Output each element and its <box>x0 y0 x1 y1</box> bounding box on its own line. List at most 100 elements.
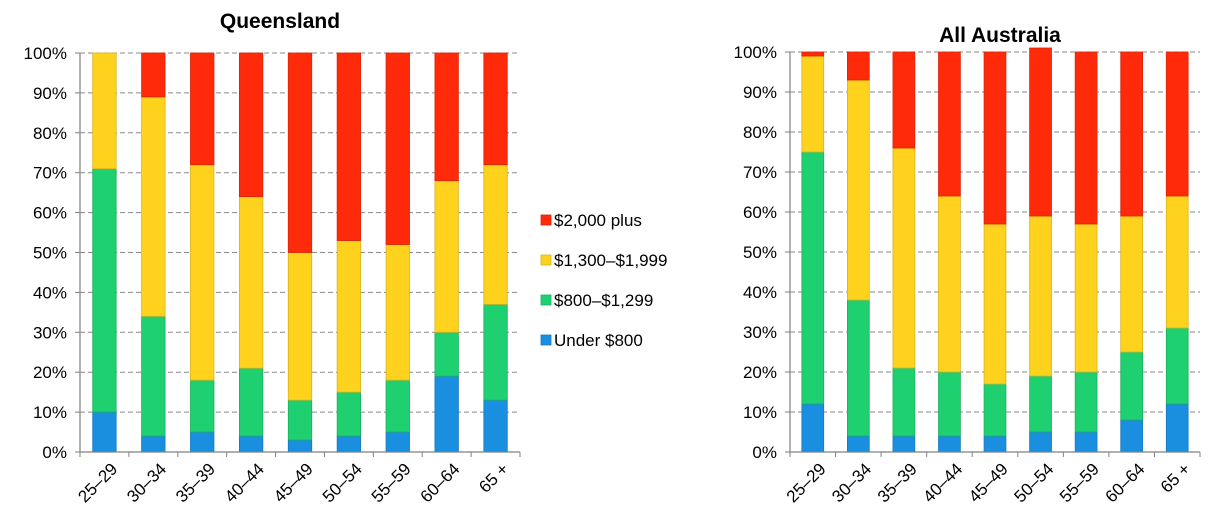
bar-2-000-plus-50-54 <box>336 52 362 241</box>
bar-under-800-25-29 <box>92 411 117 453</box>
y-tick-label: 0% <box>42 443 67 462</box>
bar-under-800-60-64 <box>434 375 459 453</box>
legend-label-800-1-299: $800–$1,299 <box>554 291 653 310</box>
y-tick-label: 30% <box>743 323 777 342</box>
bar-1-300-1-999-60-64 <box>434 180 459 333</box>
y-tick-label: 0% <box>752 443 777 462</box>
all-australia-chart: All Australia 0% 10% 20% 30% 40% 50% 60% 70% 80% 9… <box>734 24 1201 506</box>
legend-swatch-800-1-299 <box>540 294 552 306</box>
bar-under-800-35-39 <box>892 435 916 453</box>
bar-1-300-1-999-30-34 <box>847 79 870 301</box>
x-tick-label: 50–54 <box>1011 459 1058 506</box>
bar-1-300-1-999-50-54 <box>336 240 362 393</box>
legend-swatch-1-300-1-999 <box>540 254 552 266</box>
x-tick-label: 25–29 <box>783 459 830 506</box>
bar-2-000-plus-35-39 <box>190 52 215 166</box>
x-tick-label: 40–44 <box>221 459 268 506</box>
bar-2-000-plus-65 <box>1165 51 1189 197</box>
x-tick-label: 30–34 <box>828 459 875 506</box>
y-tick-label: 40% <box>33 283 67 302</box>
bar-800-1-299-35-39 <box>190 379 215 433</box>
queensland-chart: Queensland 0% 10% 20% 30% 40% 50% 60% 70% 80% 90% 1… <box>24 10 521 506</box>
bar-1-300-1-999-60-64 <box>1120 215 1143 353</box>
bar-2-000-plus-40-44 <box>238 52 264 198</box>
x-tick-label: 40–44 <box>919 459 966 506</box>
bar-1-300-1-999-45-49 <box>287 252 313 401</box>
bar-800-1-299-60-64 <box>1120 351 1143 421</box>
legend: $2,000 plus $1,300–$1,999 $800–$1,299 Under… <box>540 211 667 350</box>
bar-800-1-299-30-34 <box>141 315 166 437</box>
y-tick-label: 80% <box>33 124 67 143</box>
legend-label-1-300-1-999: $1,300–$1,999 <box>554 251 667 270</box>
y-tick-label: 60% <box>33 204 67 223</box>
bar-under-800-65 <box>1165 403 1189 453</box>
bar-800-1-299-55-59 <box>1074 371 1098 433</box>
bar-2-000-plus-45-49 <box>287 52 313 253</box>
bar-1-300-1-999-55-59 <box>1074 223 1098 373</box>
x-tick-label: 35–39 <box>172 459 219 506</box>
bar-800-1-299-25-29 <box>92 168 117 413</box>
bar-2-000-plus-45-49 <box>983 51 1007 225</box>
chart-title: All Australia <box>939 24 1061 47</box>
bar-under-800-50-54 <box>1029 431 1052 453</box>
y-tick-label: 50% <box>743 243 777 262</box>
bar-800-1-299-60-64 <box>434 331 459 377</box>
bar-under-800-45-49 <box>983 435 1007 453</box>
bar-1-300-1-999-45-49 <box>983 223 1007 385</box>
bar-under-800-40-44 <box>238 435 264 453</box>
bar-1-300-1-999-50-54 <box>1029 215 1052 377</box>
bar-800-1-299-40-44 <box>238 367 264 437</box>
bar-1-300-1-999-55-59 <box>385 244 410 381</box>
y-tick-label: 10% <box>743 403 777 422</box>
x-tick-label: 65 + <box>1157 459 1194 496</box>
bar-under-800-65 <box>483 399 508 453</box>
bar-2-000-plus-50-54 <box>1029 47 1052 217</box>
y-tick-label: 70% <box>33 164 67 183</box>
y-tick-label: 80% <box>743 123 777 142</box>
bar-under-800-50-54 <box>336 435 362 453</box>
x-tick-label: 65 + <box>475 459 512 496</box>
bar-under-800-60-64 <box>1120 419 1143 453</box>
y-tick-label: 10% <box>33 403 67 422</box>
y-tick-label: 30% <box>33 323 67 342</box>
legend-label-under-800: Under $800 <box>554 331 643 350</box>
y-tick-label: 90% <box>33 84 67 103</box>
bar-2-000-plus-40-44 <box>938 51 961 197</box>
bar-1-300-1-999-65 <box>1165 195 1189 329</box>
y-tick-label: 100% <box>24 44 67 63</box>
x-tick-label: 30–34 <box>123 459 170 506</box>
y-tick-label: 50% <box>33 244 67 263</box>
x-tick-label: 35–39 <box>874 459 921 506</box>
y-tick-label: 60% <box>743 203 777 222</box>
x-tick-label: 45–49 <box>270 459 317 506</box>
y-tick-label: 100% <box>734 43 777 62</box>
bar-2-000-plus-60-64 <box>1120 51 1143 217</box>
legend-swatch-2-000-plus <box>540 214 552 226</box>
bar-2-000-plus-60-64 <box>434 52 459 182</box>
bar-800-1-299-30-34 <box>847 299 870 437</box>
bar-800-1-299-45-49 <box>287 399 313 441</box>
bar-under-800-40-44 <box>938 435 961 453</box>
y-tick-label: 70% <box>743 163 777 182</box>
bar-under-800-30-34 <box>141 435 166 453</box>
y-tick-label: 20% <box>33 363 67 382</box>
bar-800-1-299-45-49 <box>983 383 1007 437</box>
bar-1-300-1-999-35-39 <box>190 164 215 381</box>
bar-under-800-30-34 <box>847 435 870 453</box>
bar-1-300-1-999-40-44 <box>238 196 264 369</box>
y-tick-label: 40% <box>743 283 777 302</box>
bar-800-1-299-25-29 <box>801 151 825 405</box>
x-tick-label: 55–59 <box>1056 459 1103 506</box>
bar-2-000-plus-65 <box>483 52 508 166</box>
bar-2-000-plus-30-34 <box>141 52 166 98</box>
bar-2-000-plus-25-29 <box>801 51 825 57</box>
bar-under-800-55-59 <box>1074 431 1098 453</box>
x-tick-label: 50–54 <box>319 459 366 506</box>
bar-800-1-299-40-44 <box>938 371 961 437</box>
bar-800-1-299-50-54 <box>336 391 362 437</box>
bar-1-300-1-999-35-39 <box>892 147 916 369</box>
x-tick-label: 60–64 <box>417 459 464 506</box>
x-tick-label: 45–49 <box>965 459 1012 506</box>
bar-2-000-plus-55-59 <box>385 52 410 245</box>
